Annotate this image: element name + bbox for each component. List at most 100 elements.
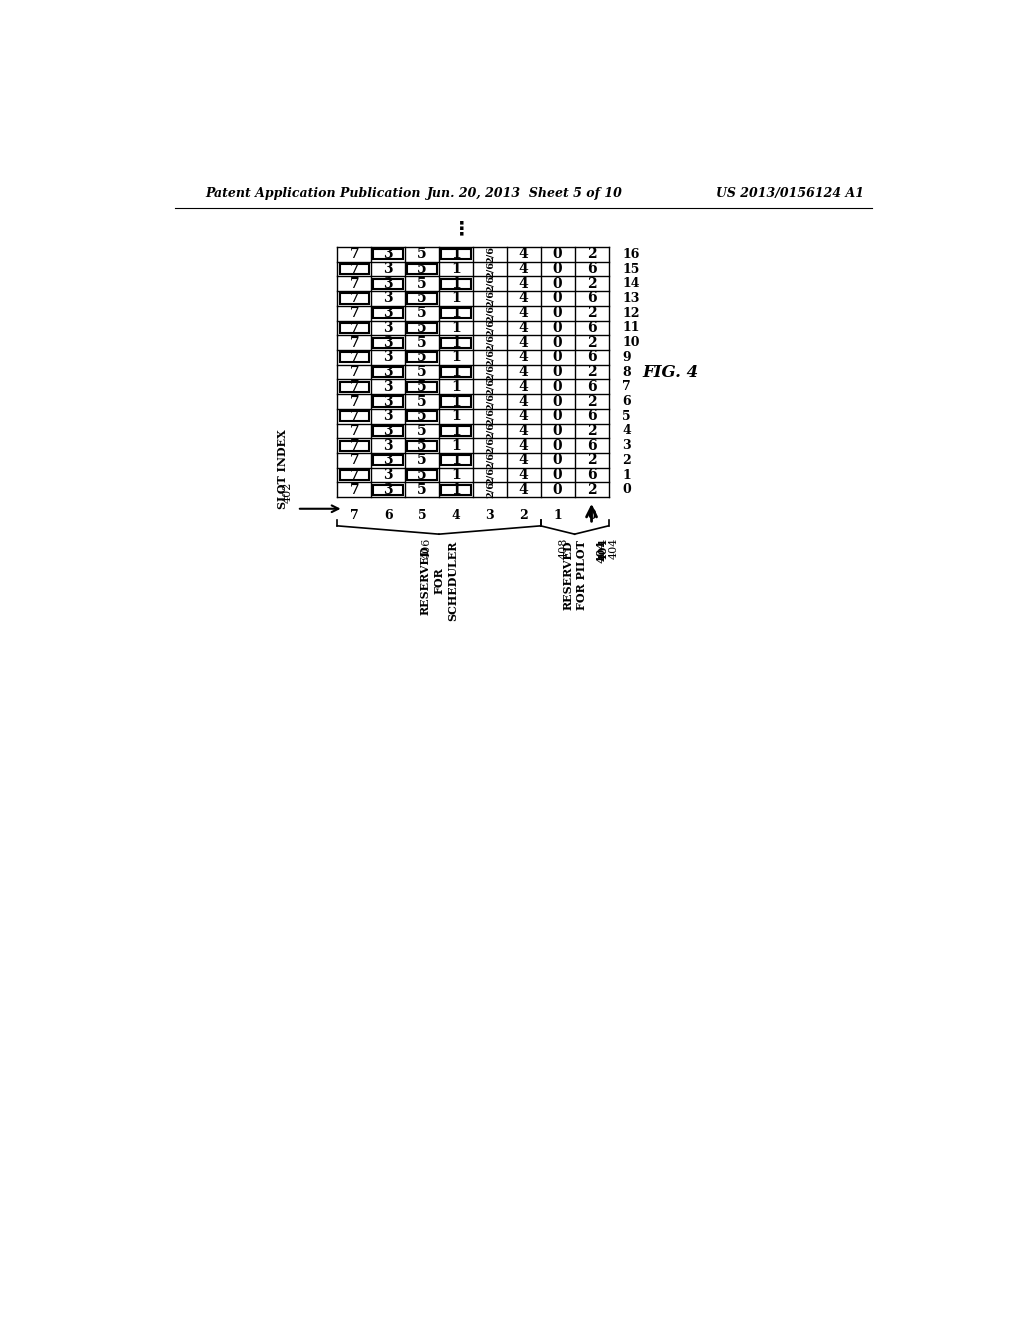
Text: 2: 2 [623,454,631,467]
Text: 3: 3 [383,292,393,305]
Text: 0: 0 [553,277,562,290]
Text: 7: 7 [349,292,359,305]
Text: FIG. 4: FIG. 4 [642,363,698,380]
Text: 4: 4 [519,395,528,408]
Text: 1: 1 [451,247,461,261]
Bar [340,293,369,304]
Text: 7: 7 [349,277,359,290]
Text: 3: 3 [383,409,393,424]
Text: 1: 1 [451,380,461,393]
Bar [408,264,436,275]
Text: 1: 1 [451,306,461,321]
Bar [374,455,402,466]
Bar [408,352,436,363]
Text: 7: 7 [349,247,359,261]
Text: 5: 5 [417,292,427,305]
Text: 4: 4 [519,292,528,305]
Text: 5: 5 [623,409,631,422]
Text: 2: 2 [587,424,596,438]
Text: 3: 3 [383,483,393,496]
Bar [441,249,471,259]
Text: 7: 7 [349,321,359,335]
Text: 4: 4 [519,335,528,350]
Text: 7: 7 [349,335,359,350]
Text: 6: 6 [587,438,596,453]
Text: 0: 0 [553,483,562,496]
Text: 0: 0 [553,395,562,408]
Text: 7: 7 [349,469,359,482]
Text: 0: 0 [623,483,631,496]
Text: 3: 3 [485,508,495,521]
Text: 2/6: 2/6 [485,408,495,425]
Text: 6: 6 [587,380,596,393]
Bar [441,308,471,318]
Bar [374,249,402,259]
Bar [441,367,471,378]
Text: 404: 404 [598,539,608,561]
Text: 5: 5 [417,350,427,364]
Text: 404: 404 [608,539,618,560]
Text: 0: 0 [553,453,562,467]
Text: 3: 3 [383,366,393,379]
Text: 5: 5 [417,306,427,321]
Text: 5: 5 [417,453,427,467]
Text: 12: 12 [623,306,640,319]
Text: 1: 1 [451,277,461,290]
Text: 2: 2 [519,508,528,521]
Text: 2: 2 [587,395,596,408]
Bar [441,455,471,466]
Text: 2: 2 [587,306,596,321]
Text: 5: 5 [417,483,427,496]
Text: 5: 5 [418,508,426,521]
Text: 2/6: 2/6 [485,276,495,292]
Text: 0: 0 [553,438,562,453]
Bar [374,308,402,318]
Text: 15: 15 [623,263,640,276]
Text: 6: 6 [384,508,392,521]
Text: 6: 6 [587,263,596,276]
Text: 5: 5 [417,380,427,393]
Text: 5: 5 [417,469,427,482]
Text: 7: 7 [349,409,359,424]
Text: 7: 7 [349,306,359,321]
Text: 4: 4 [519,424,528,438]
Text: 408: 408 [558,539,568,560]
Text: 6: 6 [587,350,596,364]
Text: 9: 9 [623,351,631,364]
Bar [374,396,402,407]
Text: 7: 7 [349,438,359,453]
Text: 3: 3 [383,247,393,261]
Text: 5: 5 [417,263,427,276]
Text: 0: 0 [553,321,562,335]
Text: 3: 3 [383,453,393,467]
Text: 4: 4 [519,277,528,290]
Text: 2/6: 2/6 [485,305,495,322]
Text: 402: 402 [283,482,293,503]
Text: 3: 3 [383,469,393,482]
Text: 4: 4 [519,263,528,276]
Text: 2/6: 2/6 [485,466,495,483]
Text: 3: 3 [383,277,393,290]
Text: 1: 1 [451,335,461,350]
Text: 0: 0 [553,247,562,261]
Text: 4: 4 [519,350,528,364]
Text: 2/6: 2/6 [485,422,495,440]
Text: 4: 4 [519,483,528,496]
Text: 0: 0 [553,292,562,305]
Text: 2/6: 2/6 [485,334,495,351]
Text: 2/6: 2/6 [485,348,495,366]
Text: 4: 4 [623,425,631,437]
Text: 0: 0 [587,508,596,521]
Text: US 2013/0156124 A1: US 2013/0156124 A1 [716,186,864,199]
Bar [374,367,402,378]
Text: 2/6: 2/6 [485,290,495,308]
Text: 6: 6 [587,292,596,305]
Text: 6: 6 [587,409,596,424]
Text: 2/6: 2/6 [485,363,495,380]
Text: Jun. 20, 2013  Sheet 5 of 10: Jun. 20, 2013 Sheet 5 of 10 [427,186,623,199]
Text: 10: 10 [623,337,640,348]
Text: 2/6: 2/6 [485,482,495,499]
Text: 3: 3 [383,438,393,453]
Text: 7: 7 [349,483,359,496]
Text: 7: 7 [349,366,359,379]
